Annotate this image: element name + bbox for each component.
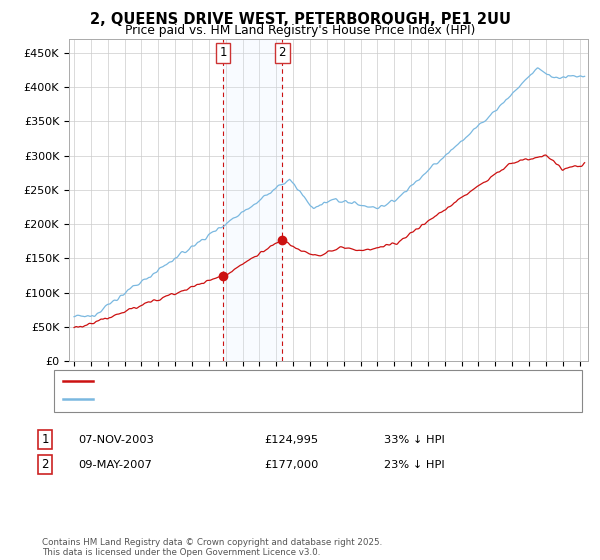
Text: 23% ↓ HPI: 23% ↓ HPI [384, 460, 445, 470]
Text: 33% ↓ HPI: 33% ↓ HPI [384, 435, 445, 445]
Text: HPI: Average price, detached house, City of Peterborough: HPI: Average price, detached house, City… [99, 394, 389, 404]
Text: 2, QUEENS DRIVE WEST, PETERBOROUGH, PE1 2UU: 2, QUEENS DRIVE WEST, PETERBOROUGH, PE1 … [89, 12, 511, 27]
Text: £177,000: £177,000 [264, 460, 319, 470]
Text: 2: 2 [278, 46, 286, 59]
Text: £124,995: £124,995 [264, 435, 318, 445]
Text: 07-NOV-2003: 07-NOV-2003 [78, 435, 154, 445]
Text: 2: 2 [41, 458, 49, 472]
Text: Price paid vs. HM Land Registry's House Price Index (HPI): Price paid vs. HM Land Registry's House … [125, 24, 475, 37]
Text: 09-MAY-2007: 09-MAY-2007 [78, 460, 152, 470]
Text: 2, QUEENS DRIVE WEST, PETERBOROUGH, PE1 2UU (detached house): 2, QUEENS DRIVE WEST, PETERBOROUGH, PE1 … [99, 376, 453, 386]
Bar [223, 39, 283, 361]
Text: 1: 1 [220, 46, 227, 59]
Text: Contains HM Land Registry data © Crown copyright and database right 2025.
This d: Contains HM Land Registry data © Crown c… [42, 538, 382, 557]
Text: 1: 1 [41, 433, 49, 446]
